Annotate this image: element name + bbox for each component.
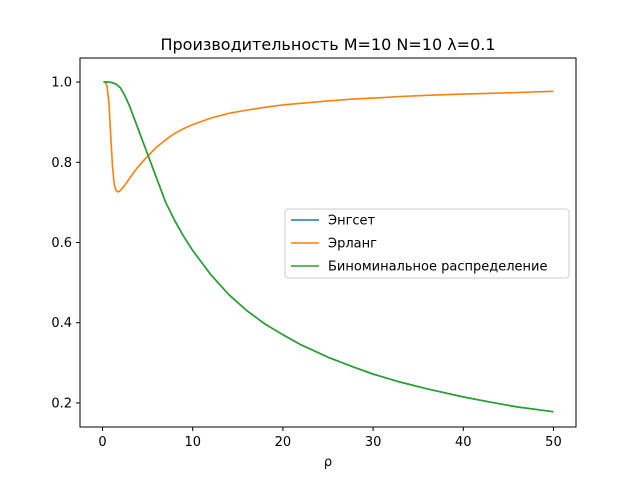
chart-title: Производительность M=10 N=10 λ=0.1 [160,35,495,54]
series-line-1 [103,81,554,193]
plot-area-frame [79,57,577,428]
x-tick-label: 10 [184,435,201,450]
series-line-2 [103,81,554,413]
y-axis-ticks: 0.2 0.4 0.6 0.8 1.0 [51,76,80,411]
x-tick-label: 50 [545,435,562,450]
legend-box [284,208,570,279]
x-tick-label: 0 [98,435,106,450]
x-tick-label: 40 [455,435,472,450]
x-tick-label: 30 [365,435,382,450]
series-lines [103,81,554,413]
legend-label-2: Биноминальное распределение [328,260,547,275]
y-tick-label: 0.4 [51,316,72,331]
legend-label-0: Энгсет [328,214,376,229]
y-tick-label: 0.8 [51,156,72,171]
y-tick-label: 0.6 [51,236,72,251]
y-tick-label: 1.0 [51,76,72,91]
legend-label-1: Эрланг [328,237,377,252]
x-axis-label: ρ [324,455,332,470]
x-tick-label: 20 [275,435,292,450]
y-tick-label: 0.2 [51,396,72,411]
legend: Энгсет Эрланг Биноминальное распределение [284,208,570,279]
x-axis-ticks: 0 10 20 30 40 50 [98,427,562,450]
